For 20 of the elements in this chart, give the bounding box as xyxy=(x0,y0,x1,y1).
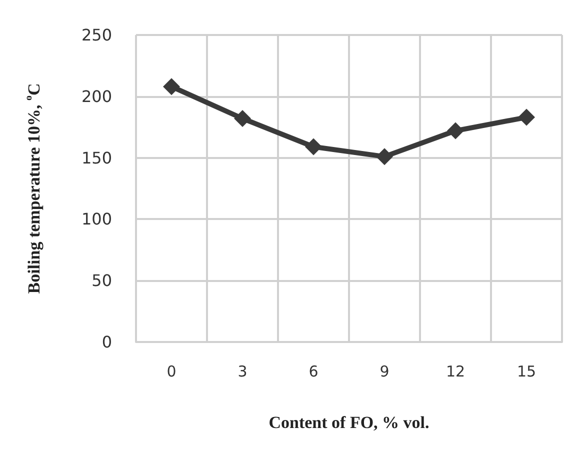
point xyxy=(518,108,535,126)
y-axis-title: Boiling temperature 10%, oC xyxy=(24,83,44,294)
x-axis-title: Content of FO, % vol. xyxy=(268,413,430,432)
y-tick-label: 50 xyxy=(92,271,112,290)
point xyxy=(376,148,393,166)
x-tick-label: 6 xyxy=(308,362,318,380)
point xyxy=(447,122,464,140)
point xyxy=(305,138,322,156)
y-tick-label: 100 xyxy=(81,210,112,229)
y-tick-label: 200 xyxy=(81,86,112,106)
y-tick-label: 0 xyxy=(102,332,112,352)
y-tick-label: 250 xyxy=(81,26,112,44)
x-tick-label: 12 xyxy=(446,362,466,380)
x-tick-label: 9 xyxy=(380,362,390,380)
x-tick-label: 0 xyxy=(166,362,176,380)
point xyxy=(234,110,251,128)
x-tick-label: 15 xyxy=(516,362,536,380)
x-tick-label: 3 xyxy=(238,362,248,380)
y-tick-label: 150 xyxy=(81,148,112,168)
point xyxy=(163,78,180,96)
